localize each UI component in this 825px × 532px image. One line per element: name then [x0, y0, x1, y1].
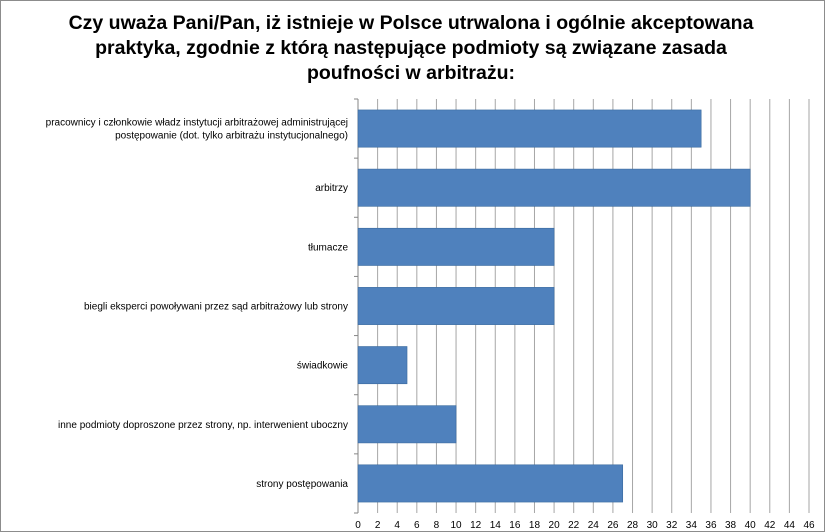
x-tick-label: 46 — [803, 520, 815, 531]
x-tick-label: 2 — [375, 520, 381, 531]
x-tick-label: 8 — [434, 520, 440, 531]
category-label: inne podmioty doproszone przez strony, n… — [58, 420, 348, 431]
x-tick-label: 36 — [705, 520, 717, 531]
x-tick-label: 12 — [470, 520, 482, 531]
chart-title: Czy uważa Pani/Pan, iż istnieje w Polsce… — [68, 12, 754, 84]
x-tick-label: 38 — [725, 520, 737, 531]
bar — [357, 346, 408, 385]
x-tick-label: 0 — [355, 520, 361, 531]
x-tick-label: 22 — [568, 520, 580, 531]
x-tick-label: 28 — [627, 520, 639, 531]
bar — [357, 227, 555, 266]
x-tick-label: 32 — [666, 520, 678, 531]
x-tick-label: 26 — [607, 520, 619, 531]
x-tick-label: 40 — [745, 520, 757, 531]
bar — [357, 464, 624, 503]
x-tick-label: 30 — [647, 520, 659, 531]
x-tick-label: 4 — [394, 520, 400, 531]
bar — [357, 405, 457, 444]
category-label: biegli eksperci powoływani przez sąd arb… — [84, 302, 348, 313]
x-tick-label: 20 — [549, 520, 561, 531]
x-tick-label: 10 — [450, 520, 462, 531]
category-label: arbitrzy — [315, 183, 348, 194]
x-tick-label: 18 — [529, 520, 541, 531]
category-label: pracownicy i członkowie władz instytucji… — [46, 118, 348, 142]
bar — [357, 109, 702, 148]
category-label: tłumacze — [308, 242, 348, 253]
bar — [357, 287, 555, 325]
x-tick-label: 6 — [414, 520, 420, 531]
x-tick-label: 44 — [784, 520, 796, 531]
x-tick-label: 14 — [490, 520, 502, 531]
x-tick-label: 16 — [509, 520, 521, 531]
x-tick-label: 34 — [686, 520, 698, 531]
x-tick-label: 42 — [764, 520, 776, 531]
category-label: świadkowie — [297, 361, 349, 372]
x-tick-label: 24 — [588, 520, 600, 531]
bar — [357, 168, 751, 207]
category-label: strony postępowania — [256, 479, 348, 490]
